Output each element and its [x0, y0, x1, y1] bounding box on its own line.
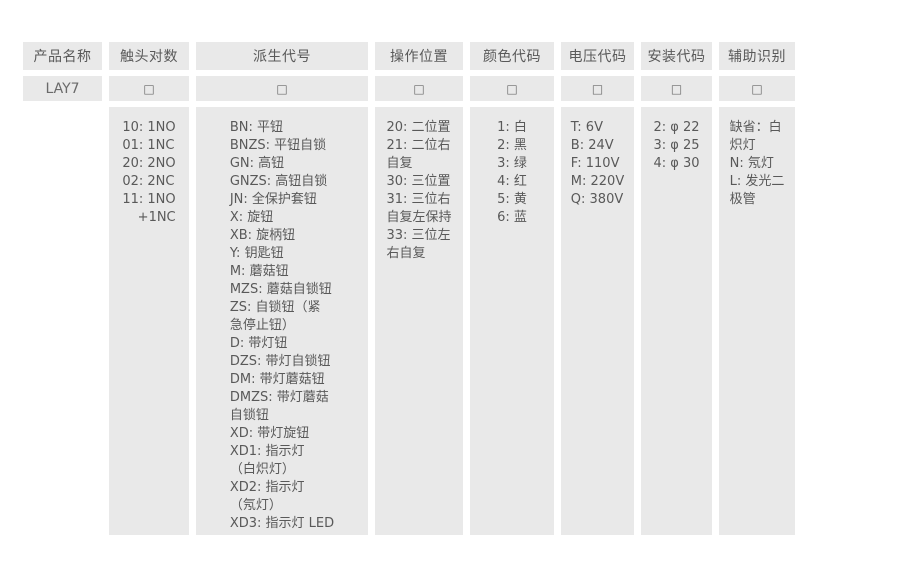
column-values-inner: 2: φ 22 3: φ 25 4: φ 30: [653, 119, 699, 535]
spec-table: 产品名称 LAY7 触头对数 □ 10: 1NO 01: 1NC 20: 2NO 02: 2N…: [23, 42, 795, 535]
value-line: 11: 1NO: [122, 192, 176, 207]
column-values-inner: 缺省：白炽灯 N: 氖灯 L: 发光二 极管: [730, 119, 785, 535]
value-line: ZS: 自锁钮（紧: [229, 300, 321, 315]
column-values-inner: BN: 平钮 BNZS: 平钮自锁 GN: 高钮 GNZS: 高钮自锁 JN: 全保护套…: [230, 119, 334, 535]
column-header-voltage: 电压代码: [561, 42, 634, 70]
value-line: 20: 二位置: [386, 120, 451, 135]
value-line: 极管: [729, 192, 756, 207]
value-line: XD: 带灯旋钮: [229, 426, 310, 441]
value-line: 6: 蓝: [497, 210, 527, 225]
value-line: Q: 380V: [570, 192, 624, 207]
value-line: N: 氖灯: [729, 156, 774, 171]
value-line: 急停止钮）: [229, 318, 295, 333]
value-line: GNZS: 高钮自锁: [229, 174, 328, 189]
column-contacts: 触头对数 □ 10: 1NO 01: 1NC 20: 2NO 02: 2NC 11: 1NO…: [109, 42, 189, 535]
value-line: 3: 绿: [497, 156, 527, 171]
value-line: 缺省：白: [729, 120, 782, 135]
product-name-cell: LAY7: [23, 76, 102, 101]
value-line: L: 发光二: [729, 174, 785, 189]
column-values-inner: 1: 白 2: 黑 3: 绿 4: 红 5: 黄 6: 蓝: [497, 119, 527, 535]
value-line: 4: 红: [497, 174, 527, 189]
value-line: 5: 黄: [497, 192, 527, 207]
column-operation: 操作位置 □ 20: 二位置 21: 二位右 自复 30: 三位置 31: 三位右 自复左保持…: [375, 42, 463, 535]
value-line: X: 旋钮: [229, 210, 274, 225]
column-mounting: 安装代码 □ 2: φ 22 3: φ 25 4: φ 30: [641, 42, 712, 535]
code-placeholder-cell: □: [561, 76, 634, 101]
column-values-inner: 20: 二位置 21: 二位右 自复 30: 三位置 31: 三位右 自复左保持 33: 三…: [386, 119, 451, 535]
value-line: （白炽灯）: [229, 462, 295, 477]
column-values-auxiliary: 缺省：白炽灯 N: 氖灯 L: 发光二 极管: [719, 107, 795, 535]
value-line: 3: φ 25: [653, 138, 700, 153]
value-line: 炽灯: [729, 138, 756, 153]
value-line: B: 24V: [570, 138, 614, 153]
value-line: Y: 钥匙钮: [229, 246, 284, 261]
value-line: 30: 三位置: [386, 174, 451, 189]
column-values-contacts: 10: 1NO 01: 1NC 20: 2NO 02: 2NC 11: 1NO +1NC: [109, 107, 189, 535]
column-header-auxiliary: 辅助识别: [719, 42, 795, 70]
value-line: 右自复: [386, 246, 426, 261]
column-values-voltage: T: 6V B: 24V F: 110V M: 220V Q: 380V: [561, 107, 634, 535]
value-line: 自复: [386, 156, 413, 171]
value-line: 21: 二位右: [386, 138, 451, 153]
code-placeholder-cell: □: [470, 76, 554, 101]
code-placeholder-cell: □: [719, 76, 795, 101]
value-line: JN: 全保护套钮: [229, 192, 317, 207]
value-line: （氖灯）: [229, 498, 282, 513]
column-auxiliary: 辅助识别 □ 缺省：白炽灯 N: 氖灯 L: 发光二 极管: [719, 42, 795, 535]
column-header-contacts: 触头对数: [109, 42, 189, 70]
value-line: DMZS: 带灯蘑菇: [229, 390, 329, 405]
value-line: 2: 黑: [497, 138, 527, 153]
column-values-color: 1: 白 2: 黑 3: 绿 4: 红 5: 黄 6: 蓝: [470, 107, 554, 535]
column-values-inner: T: 6V B: 24V F: 110V M: 220V Q: 380V: [571, 119, 624, 535]
value-line: 33: 三位左: [386, 228, 451, 243]
value-line: XD1: 指示灯: [229, 444, 305, 459]
code-placeholder-cell: □: [196, 76, 368, 101]
value-line: 1: 白: [497, 120, 527, 135]
value-line: 10: 1NO: [122, 120, 176, 135]
column-values-product: [23, 107, 102, 535]
value-line: MZS: 蘑菇自锁钮: [229, 282, 332, 297]
code-placeholder-cell: □: [109, 76, 189, 101]
value-line: 4: φ 30: [653, 156, 700, 171]
value-line: F: 110V: [570, 156, 620, 171]
value-line: M: 蘑菇钮: [229, 264, 289, 279]
value-line: 2: φ 22: [653, 120, 700, 135]
column-product: 产品名称 LAY7: [23, 42, 102, 535]
value-line: 自锁钮: [229, 408, 269, 423]
value-line: 02: 2NC: [122, 174, 175, 189]
value-line: DZS: 带灯自锁钮: [229, 354, 331, 369]
value-line: 31: 三位右: [386, 192, 451, 207]
column-header-derived: 派生代号: [196, 42, 368, 70]
column-color: 颜色代码 □ 1: 白 2: 黑 3: 绿 4: 红 5: 黄 6: 蓝: [470, 42, 554, 535]
value-line: BN: 平钮: [229, 120, 283, 135]
value-line: DM: 带灯蘑菇钮: [229, 372, 325, 387]
column-values-inner: 10: 1NO 01: 1NC 20: 2NO 02: 2NC 11: 1NO +1NC: [122, 119, 175, 535]
column-header-operation: 操作位置: [375, 42, 463, 70]
value-line: 20: 2NO: [122, 156, 176, 171]
value-line: 自复左保持: [386, 210, 452, 225]
column-header-mounting: 安装代码: [641, 42, 712, 70]
code-placeholder-cell: □: [375, 76, 463, 101]
column-values-operation: 20: 二位置 21: 二位右 自复 30: 三位置 31: 三位右 自复左保持 33: 三…: [375, 107, 463, 535]
code-placeholder-cell: □: [641, 76, 712, 101]
value-line: D: 带灯钮: [229, 336, 288, 351]
value-line: GN: 高钮: [229, 156, 285, 171]
value-line: XB: 旋柄钮: [229, 228, 296, 243]
column-values-mounting: 2: φ 22 3: φ 25 4: φ 30: [641, 107, 712, 535]
value-line: BNZS: 平钮自锁: [229, 138, 327, 153]
value-line: 01: 1NC: [122, 138, 175, 153]
column-header-color: 颜色代码: [470, 42, 554, 70]
column-voltage: 电压代码 □ T: 6V B: 24V F: 110V M: 220V Q: 380V: [561, 42, 634, 535]
column-values-derived: BN: 平钮 BNZS: 平钮自锁 GN: 高钮 GNZS: 高钮自锁 JN: 全保护套…: [196, 107, 368, 535]
value-line: T: 6V: [570, 120, 603, 135]
value-line: +1NC: [137, 210, 176, 225]
value-line: M: 220V: [570, 174, 625, 189]
value-line: XD3: 指示灯 LED: [229, 516, 335, 531]
column-header-product: 产品名称: [23, 42, 102, 70]
column-derived: 派生代号 □ BN: 平钮 BNZS: 平钮自锁 GN: 高钮 GNZS: 高钮自锁 JN:…: [196, 42, 368, 535]
value-line: XD2: 指示灯: [229, 480, 305, 495]
